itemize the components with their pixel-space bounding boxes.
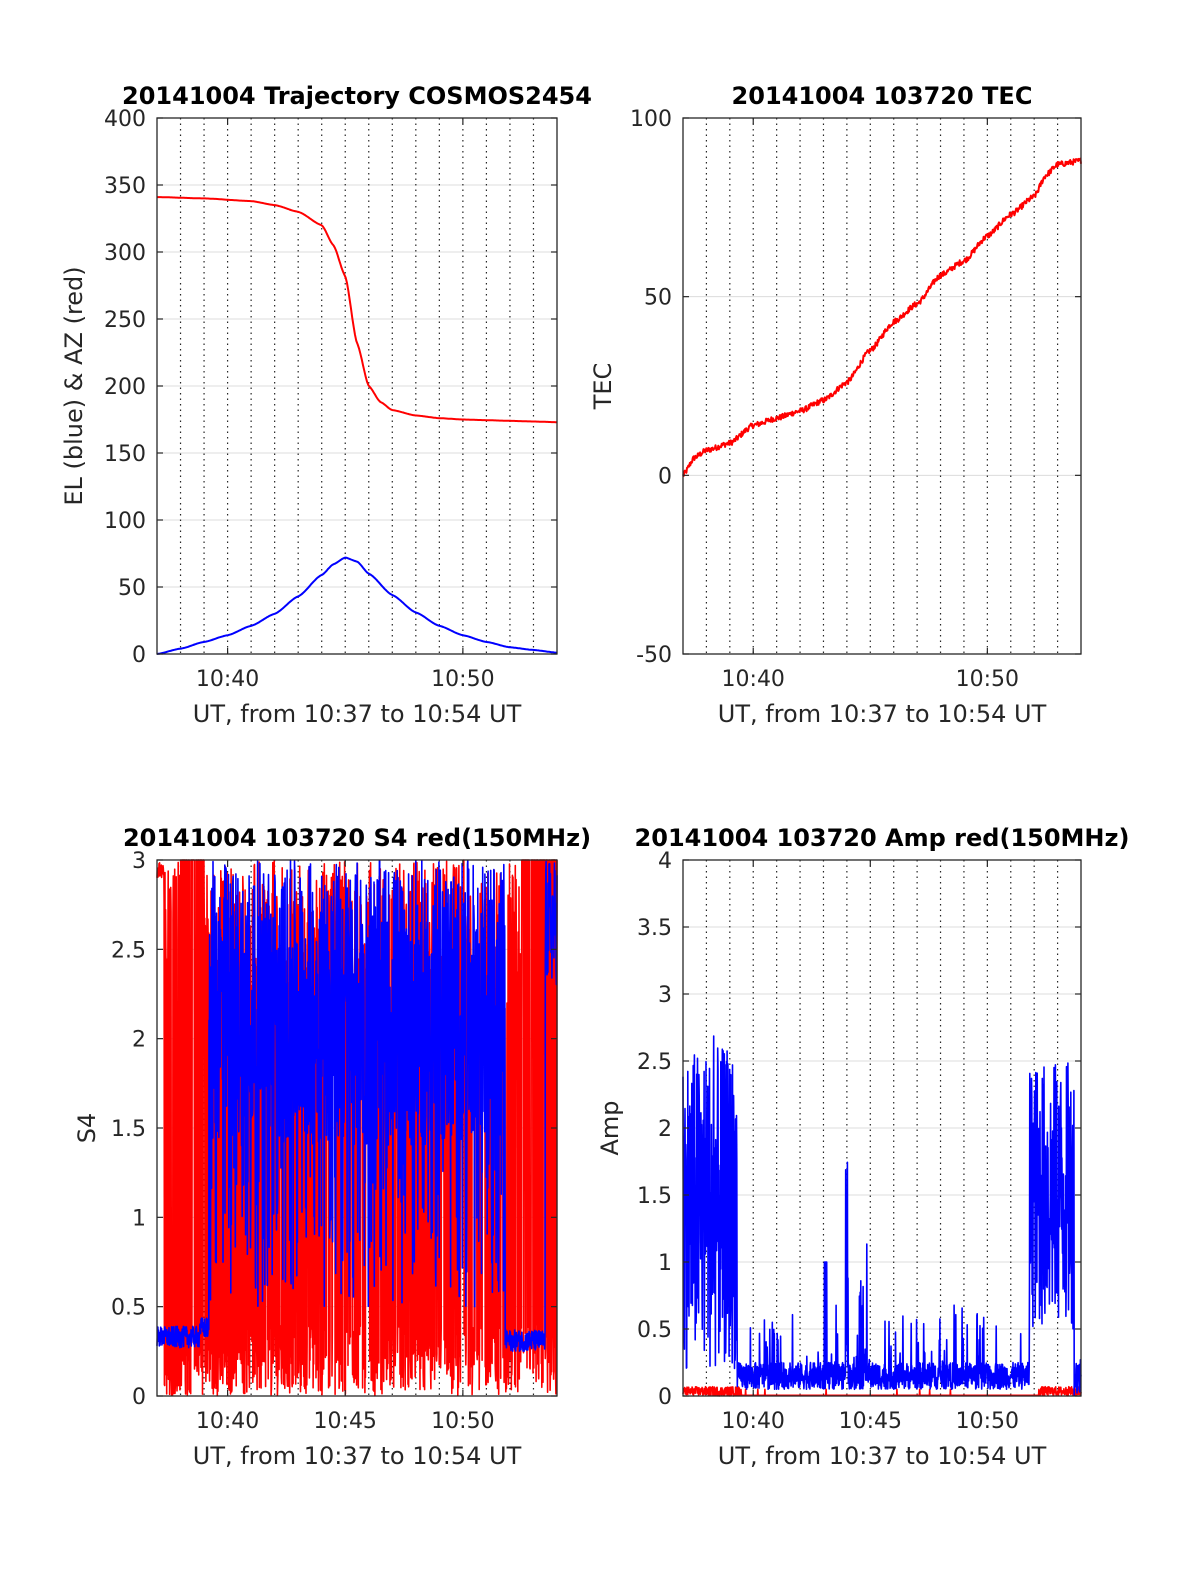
y-axis-label: EL (blue) & AZ (red) [60,266,88,505]
y-tick-label: 2.5 [111,938,146,963]
y-tick-label: 50 [644,286,672,311]
y-tick-label: 250 [104,308,146,333]
y-tick-label: 0.5 [111,1296,146,1321]
y-tick-label: 1 [132,1206,146,1231]
x-axis-label: UT, from 10:37 to 10:54 UT [718,1442,1047,1470]
y-tick-label: 0 [658,1385,672,1410]
y-tick-label: 3 [658,983,672,1008]
series-line [156,859,558,1352]
x-tick-label: 10:50 [431,667,494,692]
s4-panel: 0 0.5 1 1.5 2 2.5 3 10:40 10:45 10:50 20141004 103… [73,824,591,1470]
y-tick-label: -50 [636,643,672,668]
y-tick-label: 0 [132,643,146,668]
x-axis-label: UT, from 10:37 to 10:54 UT [193,1442,522,1470]
y-tick-label: 100 [630,107,672,132]
chart-title: 20141004 103720 TEC [732,82,1033,110]
y-tick-label: 2 [658,1117,672,1142]
y-tick-label: 1.5 [111,1117,146,1142]
y-tick-label: 4 [658,849,672,874]
y-tick-label: 2.5 [637,1050,672,1075]
y-axis-label: Amp [596,1100,624,1155]
series-line [682,1035,1082,1397]
x-tick-label: 10:40 [196,1409,259,1434]
x-tick-label: 10:50 [956,1409,1019,1434]
y-tick-label: 300 [104,241,146,266]
y-tick-label: 0.5 [637,1318,672,1343]
series-line [156,556,558,655]
x-tick-label: 10:40 [722,667,785,692]
x-axis-label: UT, from 10:37 to 10:54 UT [718,700,1047,728]
y-tick-label: 50 [118,576,146,601]
y-tick-label: 3 [132,849,146,874]
trajectory-panel: 0 50 100 150 200 250 300 350 400 10:40 10:50 201410… [60,82,592,728]
series-line [682,157,1082,477]
y-tick-label: 1 [658,1251,672,1276]
y-tick-label: 3.5 [637,916,672,941]
tec-panel: -50 0 50 100 10:40 10:50 20141004 103720 TEC UT… [589,82,1082,728]
y-tick-label: 2 [132,1028,146,1053]
x-tick-label: 10:50 [431,1409,494,1434]
y-tick-label: 350 [104,174,146,199]
chart-title: 20141004 103720 Amp red(150MHz) [635,824,1130,852]
x-tick-label: 10:45 [839,1409,902,1434]
x-tick-label: 10:40 [722,1409,785,1434]
x-tick-label: 10:50 [956,667,1019,692]
y-tick-label: 200 [104,375,146,400]
chart-title: 20141004 103720 S4 red(150MHz) [123,824,591,852]
axes-box [682,117,1082,655]
y-tick-label: 150 [104,442,146,467]
amp-panel: 0 0.5 1 1.5 2 2.5 3 3.5 4 10:40 10:45 10:50 20141004… [596,824,1129,1470]
y-tick-label: 400 [104,107,146,132]
y-tick-label: 0 [132,1385,146,1410]
x-axis-label: UT, from 10:37 to 10:54 UT [193,700,522,728]
y-axis-label: S4 [73,1113,101,1144]
y-tick-label: 100 [104,509,146,534]
series-line [157,196,557,424]
x-tick-label: 10:45 [314,1409,377,1434]
x-tick-label: 10:40 [196,667,259,692]
chart-title: 20141004 Trajectory COSMOS2454 [122,82,592,110]
y-tick-label: 0 [658,464,672,489]
y-tick-label: 1.5 [637,1184,672,1209]
y-axis-label: TEC [589,363,617,411]
series-line [682,1385,1082,1397]
